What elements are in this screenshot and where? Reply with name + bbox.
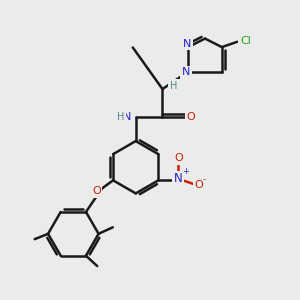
Text: N: N xyxy=(174,172,183,185)
Text: N: N xyxy=(183,39,192,49)
Text: -: - xyxy=(203,175,206,184)
Text: +: + xyxy=(183,167,190,176)
Text: N: N xyxy=(123,112,132,122)
Text: H: H xyxy=(117,112,124,122)
Text: O: O xyxy=(92,186,101,196)
Text: N: N xyxy=(182,67,190,77)
Text: O: O xyxy=(174,153,183,163)
Text: Cl: Cl xyxy=(240,36,251,46)
Text: O: O xyxy=(195,180,203,190)
Text: H: H xyxy=(170,80,178,91)
Text: O: O xyxy=(187,112,195,122)
